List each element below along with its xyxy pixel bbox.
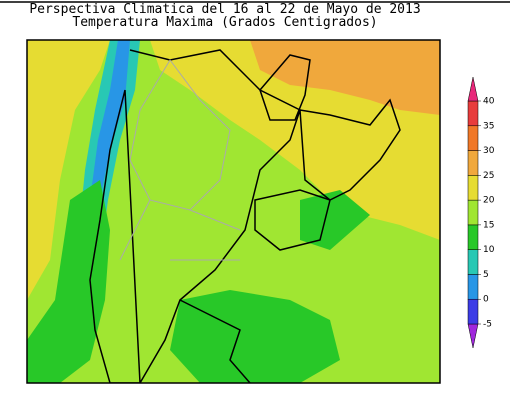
title: Perspectiva Climatica del 16 al 22 de Ma… xyxy=(29,2,420,17)
coastline xyxy=(179,299,251,383)
colorbar-band xyxy=(467,274,479,300)
map xyxy=(26,39,441,384)
region-cold xyxy=(90,40,130,210)
colorbar-tick-label: 5 xyxy=(483,270,489,280)
colorbar: -5 0 5 10 15 20 25 30 35 40 xyxy=(467,76,495,349)
colorbar-tick-label: 10 xyxy=(483,245,495,255)
colorbar-band xyxy=(467,175,479,201)
colorbar-band xyxy=(467,298,479,325)
colorbar-band xyxy=(467,125,479,151)
province-borders xyxy=(119,59,241,261)
colorbar-tick-label: 15 xyxy=(483,220,494,230)
subtitle: Temperatura Maxima (Grados Centigrados) xyxy=(72,15,377,30)
colorbar-end-high xyxy=(467,76,479,102)
colorbar-band xyxy=(467,249,479,275)
region-warm-west xyxy=(27,40,110,300)
colorbar-band xyxy=(467,199,479,226)
colorbar-tick-label: -5 xyxy=(483,320,492,330)
colorbar-tick-label: 25 xyxy=(483,171,494,181)
country-border-east xyxy=(254,54,401,251)
colorbar-tick-label: 35 xyxy=(483,121,494,131)
colorbar-tick-label: 20 xyxy=(483,196,495,206)
colorbar-tick-label: 40 xyxy=(483,97,495,107)
region-mild-east xyxy=(300,190,370,250)
colorbar-tick-label: 30 xyxy=(483,146,495,156)
colorbar-band xyxy=(467,224,479,250)
region-hot xyxy=(250,40,440,115)
colorbar-tick-label: 0 xyxy=(483,295,489,305)
region-mild-west xyxy=(27,180,110,383)
region-mild-south xyxy=(170,290,340,383)
map-frame xyxy=(26,39,441,384)
colorbar-band xyxy=(467,150,479,176)
colorbar-end-low xyxy=(467,323,479,349)
colorbar-band xyxy=(467,100,479,127)
country-border xyxy=(89,49,301,383)
